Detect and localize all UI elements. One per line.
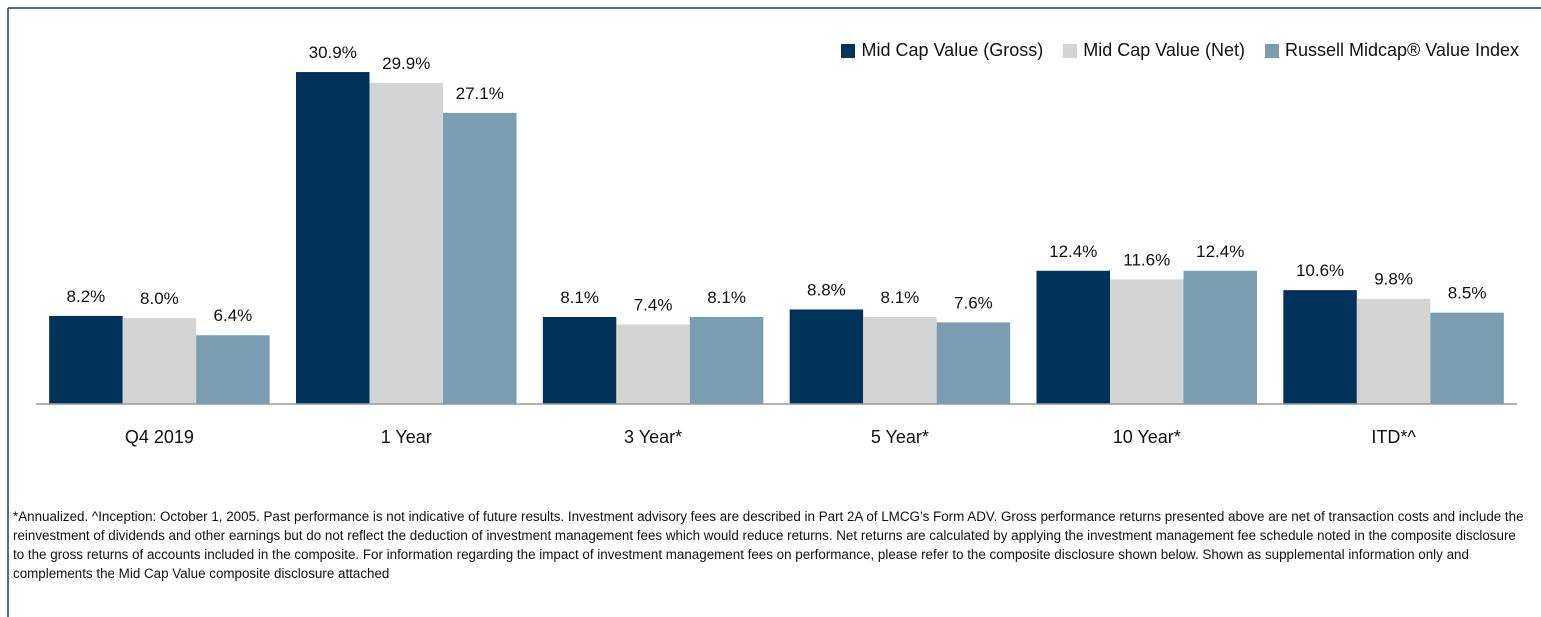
bar bbox=[1183, 270, 1257, 404]
x-tick-label: 5 Year* bbox=[871, 427, 929, 447]
value-label: 8.0% bbox=[140, 289, 179, 308]
legend-swatch bbox=[1063, 43, 1078, 58]
value-label: 12.4% bbox=[1049, 242, 1097, 261]
value-label: 8.5% bbox=[1448, 284, 1487, 303]
legend-label: Mid Cap Value (Gross) bbox=[861, 40, 1044, 60]
bar bbox=[443, 112, 517, 405]
bar bbox=[863, 316, 937, 404]
bar bbox=[1430, 312, 1504, 404]
bar bbox=[296, 72, 370, 404]
bar bbox=[1110, 279, 1184, 404]
value-label: 27.1% bbox=[456, 84, 504, 103]
value-label: 11.6% bbox=[1123, 250, 1170, 269]
x-tick-label: 10 Year* bbox=[1113, 427, 1181, 447]
footnote: *Annualized. ^Inception: October 1, 2005… bbox=[13, 509, 1524, 581]
bar bbox=[369, 82, 443, 404]
value-label: 8.1% bbox=[881, 288, 920, 307]
bar bbox=[542, 316, 617, 404]
bar bbox=[936, 322, 1011, 404]
legend-swatch bbox=[841, 43, 856, 58]
value-label: 7.4% bbox=[634, 296, 673, 315]
value-label: 30.9% bbox=[309, 43, 357, 62]
legend-item: Russell Midcap® Value Index bbox=[1264, 40, 1519, 61]
value-label: 9.8% bbox=[1374, 270, 1413, 289]
bar bbox=[616, 324, 690, 404]
bar bbox=[689, 316, 764, 404]
bar bbox=[1283, 290, 1357, 404]
legend-item: Mid Cap Value (Gross) bbox=[841, 40, 1043, 61]
bar bbox=[122, 318, 197, 404]
value-label: 8.8% bbox=[807, 280, 846, 299]
value-label: 12.4% bbox=[1196, 242, 1244, 261]
bar bbox=[196, 335, 270, 404]
legend-swatch bbox=[1264, 43, 1279, 58]
value-label: 8.2% bbox=[67, 287, 106, 306]
legend-label: Russell Midcap® Value Index bbox=[1284, 40, 1519, 60]
bar bbox=[1356, 298, 1431, 404]
value-label: 6.4% bbox=[214, 306, 253, 325]
value-label: 8.1% bbox=[707, 288, 746, 307]
x-tick-label: 1 Year bbox=[381, 427, 432, 447]
bar bbox=[49, 315, 123, 404]
x-tick-label: 3 Year* bbox=[624, 427, 682, 447]
x-tick-label: ITD*^ bbox=[1371, 427, 1416, 447]
bar bbox=[1036, 270, 1110, 404]
value-label: 29.9% bbox=[382, 54, 430, 73]
legend-label: Mid Cap Value (Net) bbox=[1083, 40, 1245, 60]
legend-item: Mid Cap Value (Net) bbox=[1063, 40, 1245, 61]
value-label: 8.1% bbox=[560, 288, 599, 307]
value-label: 7.6% bbox=[954, 293, 993, 312]
bar bbox=[789, 309, 864, 404]
value-label: 10.6% bbox=[1296, 261, 1344, 280]
x-tick-label: Q4 2019 bbox=[125, 427, 194, 447]
legend: Mid Cap Value (Gross) Mid Cap Value (Net)… bbox=[841, 40, 1519, 61]
